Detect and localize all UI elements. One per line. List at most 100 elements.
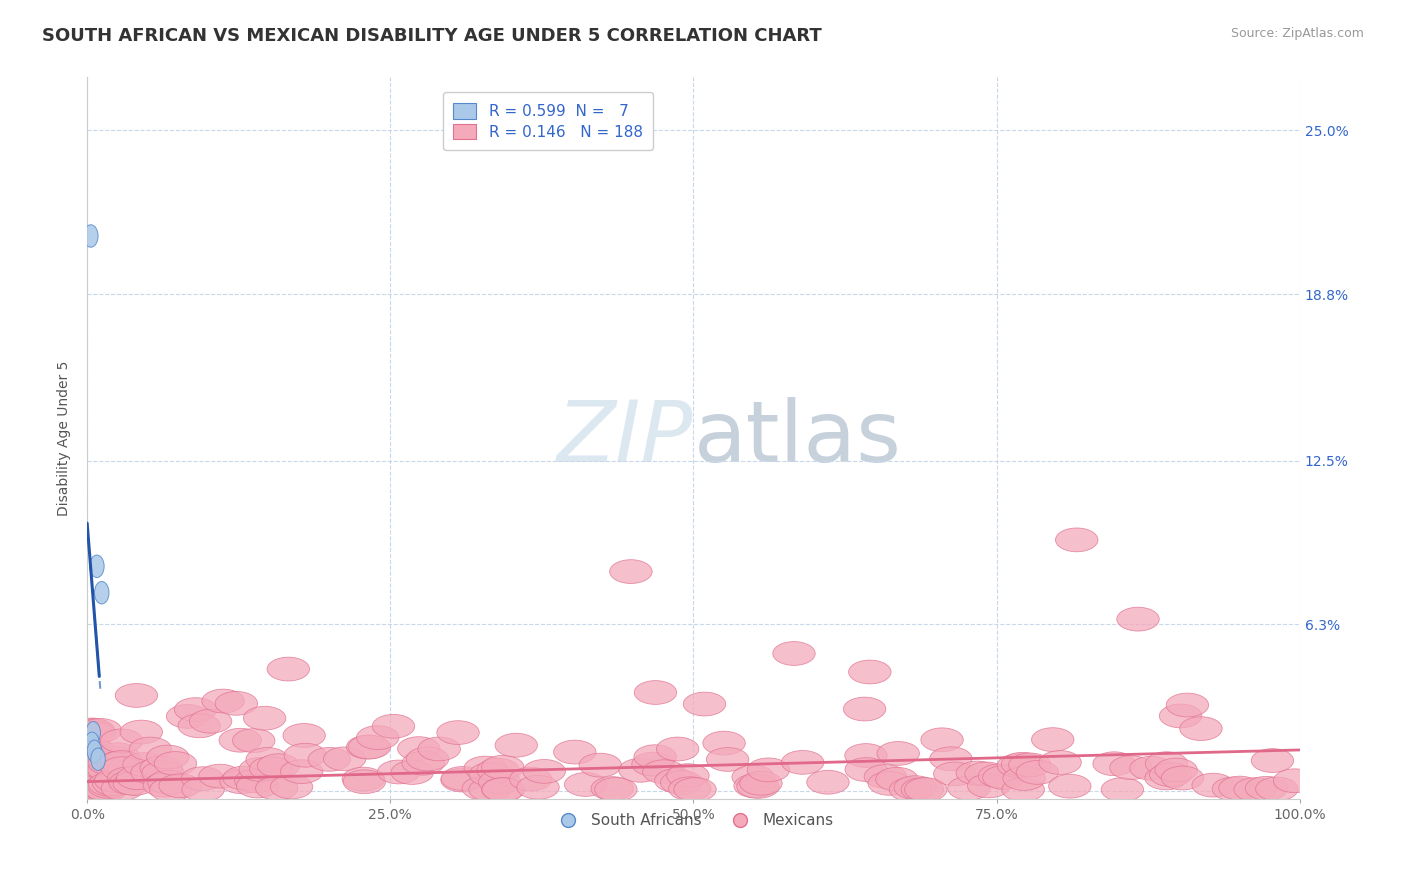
Ellipse shape: [1256, 777, 1298, 801]
Ellipse shape: [91, 748, 105, 771]
Ellipse shape: [1246, 776, 1288, 800]
Ellipse shape: [876, 767, 918, 791]
Ellipse shape: [673, 778, 716, 802]
Ellipse shape: [657, 737, 699, 761]
Ellipse shape: [706, 747, 749, 772]
Ellipse shape: [346, 735, 389, 759]
Ellipse shape: [1049, 774, 1091, 798]
Ellipse shape: [1130, 756, 1173, 780]
Ellipse shape: [1002, 766, 1045, 790]
Ellipse shape: [149, 778, 193, 802]
Ellipse shape: [284, 743, 326, 767]
Ellipse shape: [477, 758, 519, 782]
Ellipse shape: [198, 764, 242, 788]
Ellipse shape: [101, 776, 143, 800]
Ellipse shape: [997, 754, 1039, 778]
Ellipse shape: [73, 739, 117, 763]
Ellipse shape: [482, 756, 524, 780]
Ellipse shape: [1161, 766, 1204, 790]
Ellipse shape: [82, 778, 124, 802]
Ellipse shape: [1160, 704, 1202, 728]
Ellipse shape: [956, 761, 998, 785]
Ellipse shape: [67, 776, 111, 800]
Ellipse shape: [129, 737, 172, 761]
Ellipse shape: [634, 681, 676, 705]
Ellipse shape: [1032, 728, 1074, 751]
Ellipse shape: [579, 753, 621, 777]
Ellipse shape: [349, 735, 391, 759]
Ellipse shape: [342, 767, 385, 791]
Ellipse shape: [83, 225, 98, 247]
Ellipse shape: [143, 773, 186, 797]
Ellipse shape: [402, 751, 444, 775]
Ellipse shape: [478, 770, 522, 794]
Ellipse shape: [343, 770, 385, 794]
Ellipse shape: [965, 762, 1007, 786]
Ellipse shape: [181, 778, 225, 802]
Ellipse shape: [1192, 773, 1234, 797]
Ellipse shape: [249, 756, 292, 780]
Ellipse shape: [84, 732, 100, 755]
Ellipse shape: [661, 771, 703, 795]
Ellipse shape: [1212, 777, 1254, 801]
Ellipse shape: [267, 657, 309, 681]
Ellipse shape: [80, 755, 122, 778]
Ellipse shape: [877, 741, 920, 765]
Ellipse shape: [1234, 778, 1277, 802]
Ellipse shape: [146, 745, 188, 769]
Ellipse shape: [219, 729, 262, 752]
Ellipse shape: [148, 771, 190, 794]
Text: SOUTH AFRICAN VS MEXICAN DISABILITY AGE UNDER 5 CORRELATION CHART: SOUTH AFRICAN VS MEXICAN DISABILITY AGE …: [42, 27, 823, 45]
Ellipse shape: [281, 760, 323, 783]
Ellipse shape: [232, 729, 276, 753]
Ellipse shape: [554, 740, 596, 764]
Ellipse shape: [1001, 752, 1043, 776]
Ellipse shape: [849, 660, 891, 684]
Ellipse shape: [224, 766, 266, 790]
Ellipse shape: [239, 757, 281, 781]
Ellipse shape: [904, 778, 948, 802]
Ellipse shape: [934, 762, 976, 786]
Ellipse shape: [112, 772, 156, 796]
Ellipse shape: [190, 709, 232, 733]
Ellipse shape: [84, 778, 128, 802]
Ellipse shape: [108, 771, 152, 795]
Ellipse shape: [983, 765, 1025, 789]
Ellipse shape: [181, 767, 224, 790]
Ellipse shape: [437, 721, 479, 745]
Ellipse shape: [73, 719, 115, 743]
Ellipse shape: [257, 754, 299, 778]
Ellipse shape: [1116, 607, 1159, 631]
Ellipse shape: [87, 758, 131, 781]
Ellipse shape: [97, 751, 139, 775]
Ellipse shape: [564, 772, 607, 797]
Ellipse shape: [122, 753, 166, 776]
Ellipse shape: [495, 733, 537, 757]
Ellipse shape: [391, 761, 433, 784]
Ellipse shape: [737, 774, 779, 798]
Ellipse shape: [215, 691, 257, 715]
Ellipse shape: [406, 747, 449, 771]
Ellipse shape: [418, 737, 460, 761]
Ellipse shape: [235, 769, 277, 793]
Ellipse shape: [591, 777, 634, 800]
Ellipse shape: [1008, 753, 1052, 777]
Text: ZIP: ZIP: [557, 397, 693, 480]
Ellipse shape: [243, 706, 285, 730]
Ellipse shape: [1219, 776, 1261, 800]
Ellipse shape: [155, 752, 197, 775]
Ellipse shape: [610, 559, 652, 583]
Ellipse shape: [323, 747, 366, 771]
Ellipse shape: [107, 767, 150, 790]
Ellipse shape: [357, 726, 399, 749]
Ellipse shape: [464, 756, 506, 780]
Ellipse shape: [219, 770, 263, 794]
Ellipse shape: [86, 722, 100, 744]
Ellipse shape: [117, 766, 159, 789]
Ellipse shape: [246, 747, 288, 772]
Ellipse shape: [1092, 752, 1135, 776]
Ellipse shape: [894, 776, 936, 799]
Ellipse shape: [734, 774, 776, 797]
Text: atlas: atlas: [693, 397, 901, 480]
Ellipse shape: [1039, 750, 1081, 774]
